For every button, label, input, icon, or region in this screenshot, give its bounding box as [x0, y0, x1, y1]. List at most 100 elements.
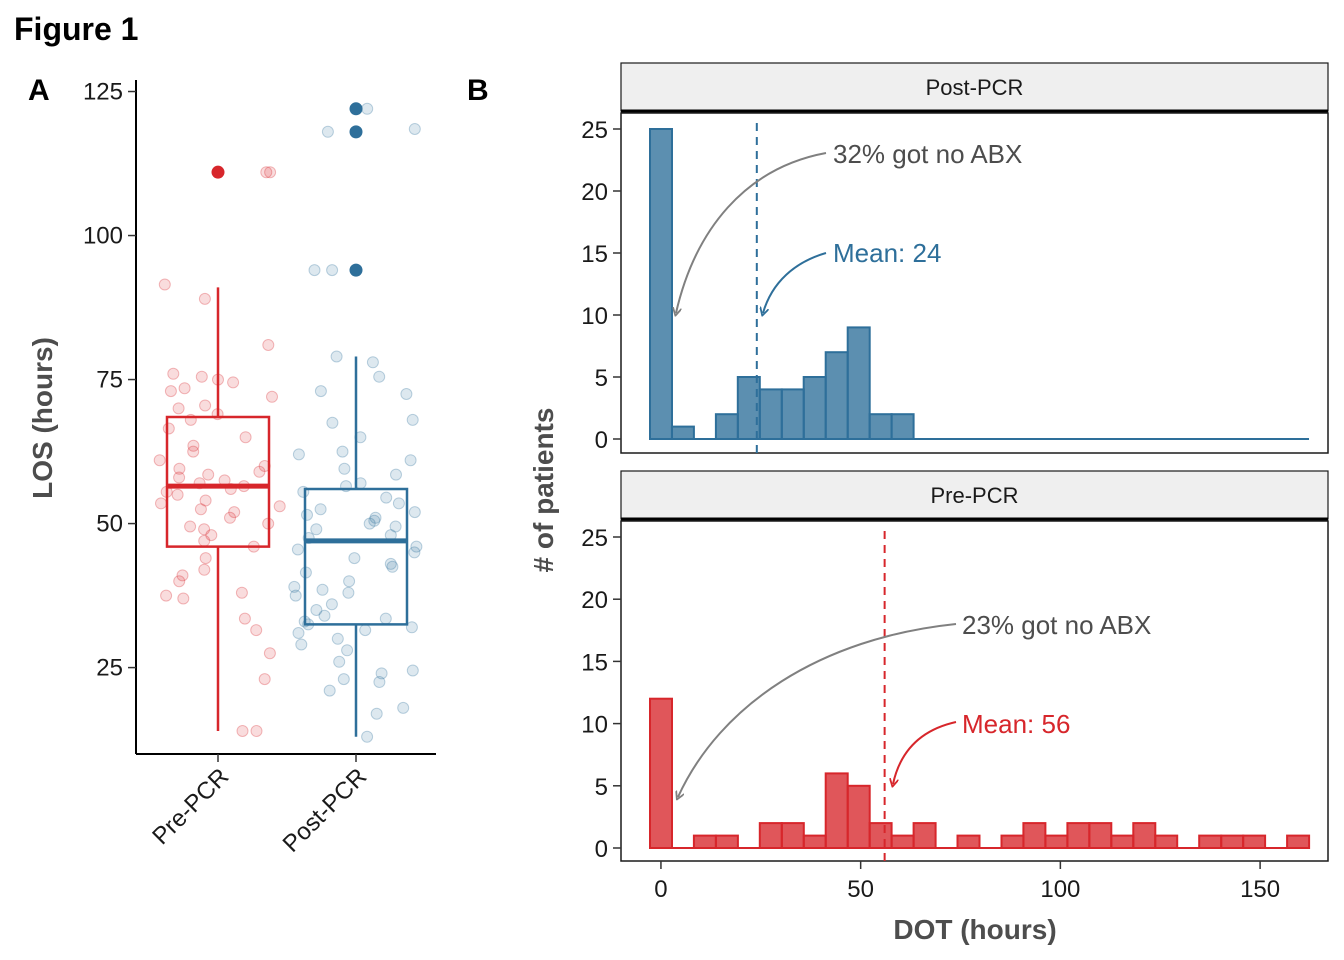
facet-xtick-label: 50: [847, 876, 874, 903]
panel-a-jitter-point: [258, 673, 271, 686]
panel-a-jitter-point: [173, 471, 186, 484]
panel-a-jitter-point: [199, 494, 212, 507]
panel-a-jitter-point: [359, 624, 372, 637]
panel-a-jitter-point: [310, 523, 323, 536]
panel-a-jitter-point: [361, 730, 374, 743]
panel-a-jitter-point: [406, 413, 419, 426]
panel-a-jitter-point: [162, 422, 175, 435]
panel-a-jitter-point: [348, 552, 361, 565]
panel-a-jitter-point: [338, 462, 351, 475]
panel-a-ytick-label: 100: [83, 223, 123, 250]
panel-a-jitter-point: [373, 370, 386, 383]
panel-a-jitter-point: [410, 540, 423, 553]
histogram-bar: [1242, 834, 1267, 849]
panel-a-jitter-point: [178, 382, 191, 395]
facet-panel-border: [620, 112, 1329, 454]
panel-a-ytick-label: 50: [96, 511, 123, 538]
facet-xtick-label: 150: [1240, 876, 1280, 903]
panel-a-jitter-point: [314, 503, 327, 516]
panel-a-jitter-point: [292, 448, 305, 461]
panel-a-jitter-point: [397, 701, 410, 714]
panel-a-jitter-point: [405, 621, 418, 634]
panel-a-jitter-point: [227, 376, 240, 389]
panel-a-jitter-point: [369, 511, 382, 524]
panel-a-boxplot: A LOS (hours) 25 50 75 100 125 Pre-PCR Post-PC…: [27, 74, 436, 858]
panel-a-jitter-point: [228, 506, 241, 519]
panel-a-jitter-point: [199, 399, 212, 412]
histogram-bar: [890, 413, 915, 441]
panel-a-jitter-point: [370, 707, 383, 720]
panel-b-xlabel: DOT (hours): [893, 914, 1056, 945]
panel-a-jitter-point: [198, 534, 211, 547]
facet-panel-border: [620, 520, 1329, 862]
histogram-bar: [780, 822, 805, 849]
panel-a-jitter-point: [341, 644, 354, 657]
panel-a-jitter-point: [366, 356, 379, 369]
panel-a-jitter-point: [326, 416, 339, 429]
panel-a-jitter-point: [404, 454, 417, 467]
histogram-bar: [846, 784, 871, 849]
facet-ytick-label: 15: [581, 241, 608, 268]
panel-a-jitter-point: [330, 350, 343, 363]
panel-a-jitter-point: [292, 627, 305, 639]
panel-a-jitter-point: [301, 508, 313, 521]
panel-a-jitter-point: [153, 454, 166, 467]
facet-ytick-label: 0: [595, 427, 608, 454]
panel-a-jitter-point: [195, 370, 208, 383]
zero-annotation-arrow: [678, 623, 957, 797]
panel-a-jitter-point: [167, 367, 180, 380]
panel-a-jitter-point: [250, 624, 263, 637]
histogram-bar: [780, 388, 805, 440]
histogram-bar: [846, 326, 871, 440]
panel-a-jitter-point: [199, 552, 212, 565]
histogram-bar: [714, 834, 739, 849]
histogram-bar: [1110, 834, 1135, 849]
panel-a-jitter-point: [266, 390, 278, 403]
panel-b-histogram: B # of patients DOT (hours) Post-PCR 0 5 10…: [467, 62, 1329, 945]
histogram-bar: [912, 822, 937, 849]
histogram-bar: [758, 388, 783, 440]
panel-a-jitter-point: [343, 575, 356, 588]
panel-a-jitter-point: [173, 462, 186, 475]
panel-a-xtick-label: Post-PCR: [278, 763, 373, 858]
panel-a-jitter-point: [289, 589, 302, 602]
panel-a-jitter-point: [389, 520, 402, 533]
facet-ytick-label: 15: [581, 649, 608, 676]
facet-ytick-label: 20: [581, 587, 608, 614]
histogram-bar: [824, 772, 849, 850]
panel-a-outlier-point: [349, 263, 363, 277]
panel-a-jitter-point: [316, 583, 329, 596]
histogram-bar: [1066, 822, 1091, 849]
histogram-bar: [868, 822, 893, 849]
panel-a-ylabel: LOS (hours): [27, 337, 58, 499]
panel-a-jitter-point: [386, 560, 399, 573]
panel-a-jitter-point: [326, 264, 339, 277]
panel-a-jitter-point: [164, 385, 177, 398]
histogram-bar: [714, 413, 739, 441]
histogram-bar: [824, 351, 849, 441]
histogram-bar: [1132, 822, 1157, 849]
facet-ytick-label: 5: [595, 365, 608, 392]
panel-a-jitter-point: [253, 465, 266, 478]
panel-a-jitter-point: [373, 676, 386, 688]
facet-ytick-label: 25: [581, 117, 608, 144]
panel-a-jitter-point: [368, 514, 381, 527]
mean-annotation-arrow: [893, 721, 957, 784]
panel-a-jitter-point: [342, 586, 355, 599]
panel-a-jitter-point: [336, 445, 349, 458]
histogram-bar: [1000, 834, 1025, 849]
panel-a-jitter-point: [308, 264, 321, 277]
panel-a-jitter-point: [318, 609, 331, 622]
panel-b-ylabel: # of patients: [528, 408, 559, 573]
panel-a-jitter-point: [155, 497, 167, 510]
histogram-bar: [890, 834, 915, 849]
panel-a-jitter-point: [379, 612, 392, 625]
facet-ytick-label: 10: [581, 712, 608, 739]
figure-title: Figure 1: [14, 11, 138, 47]
histogram-bar: [758, 822, 783, 849]
panel-a-jitter-point: [177, 592, 190, 605]
panel-a-jitter-point: [288, 580, 301, 593]
panel-a-jitter-point: [238, 612, 251, 625]
histogram-bar: [1022, 822, 1047, 849]
panel-a-jitter-point: [260, 166, 273, 179]
